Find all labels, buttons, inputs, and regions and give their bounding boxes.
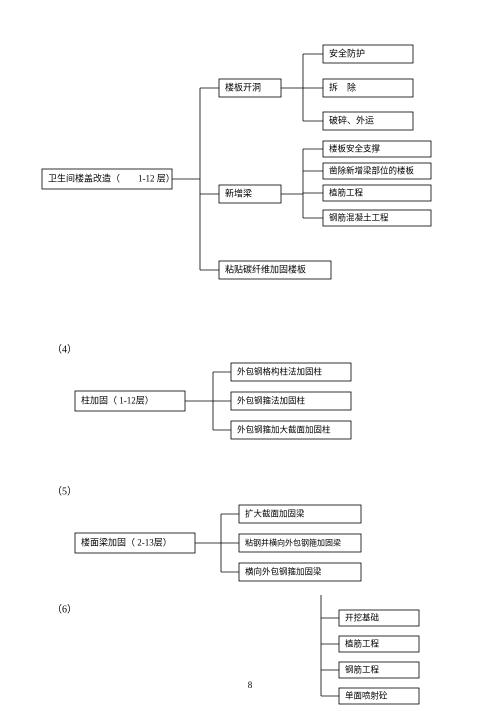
node-label-n_a1: 楼板开洞 xyxy=(225,82,261,93)
node-label-n_b4: 楼板安全支撑 xyxy=(329,143,381,153)
node-label-n_c2: 外包钢箍法加固柱 xyxy=(237,395,306,405)
node-label-n_e4: 单面喷射砼 xyxy=(345,690,388,700)
page-number: 8 xyxy=(248,680,253,690)
node-label-n_d1: 扩大截面加固梁 xyxy=(245,508,305,518)
node-label-n_c3: 外包钢箍加大截面加固柱 xyxy=(237,424,331,434)
node-label-n_d3: 横向外包钢箍加固梁 xyxy=(245,566,322,576)
node-label-n_root1: 卫生间楼盖改造（ 1-12 层） xyxy=(48,173,175,184)
node-label-n_e2: 植筋工程 xyxy=(345,638,380,648)
node-label-n_b2: 拆 除 xyxy=(329,82,356,93)
node-label-n_b7: 钢筋混凝土工程 xyxy=(329,212,389,222)
tree-diagram: 卫生间楼盖改造（ 1-12 层） 楼板开洞新增梁粘贴碳纤维加固楼板 安全防护拆 除破… xyxy=(0,0,500,711)
node-label-n_root2: 柱加固（ 1-12层） xyxy=(81,395,154,406)
node-label-n_b5: 凿除新增梁部位的楼板 xyxy=(329,165,415,175)
node-label-n_e3: 钢筋工程 xyxy=(345,664,380,674)
node-label-n_e1: 开挖基础 xyxy=(345,612,379,622)
section-label-sec5: （5） xyxy=(52,485,77,497)
node-label-n_b3: 破碎、外运 xyxy=(329,115,374,126)
node-label-n_d2: 粘钢并横向外包钢箍加固梁 xyxy=(245,537,341,547)
node-label-n_b1: 安全防护 xyxy=(329,48,365,59)
node-label-n_b6: 植筋工程 xyxy=(329,187,364,197)
node-label-n_c1: 外包钢格构柱法加固柱 xyxy=(237,366,323,376)
node-label-n_a3: 粘贴碳纤维加固楼板 xyxy=(225,264,306,275)
section-label-sec4: （4） xyxy=(52,343,77,355)
node-label-n_a2: 新增梁 xyxy=(225,188,252,199)
section-label-sec6: （6） xyxy=(52,603,77,615)
node-label-n_root3: 楼面梁加固（ 2-13层） xyxy=(81,537,172,548)
